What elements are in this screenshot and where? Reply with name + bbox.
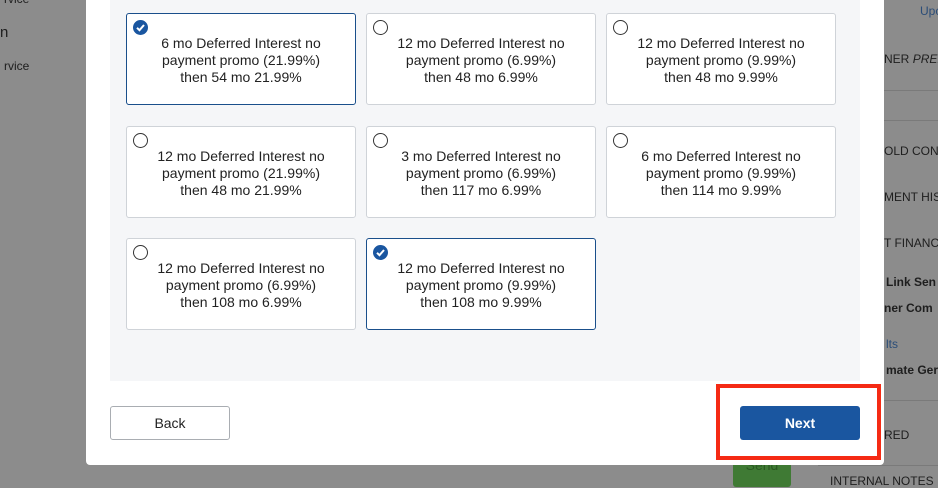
option-line: then 54 mo 21.99%: [180, 69, 302, 85]
bg-text: rvice: [4, 0, 29, 6]
bg-text: NER PRED: [884, 52, 938, 66]
option-line: payment promo (6.99%): [165, 277, 317, 293]
option-card[interactable]: 12 mo Deferred Interest no payment promo …: [366, 13, 596, 105]
option-text: 12 mo Deferred Interest no payment promo …: [127, 148, 355, 199]
option-line: payment promo (21.99%): [162, 52, 320, 68]
option-card[interactable]: 12 mo Deferred Interest no payment promo …: [366, 238, 596, 330]
option-line: then 48 mo 6.99%: [424, 69, 538, 85]
next-button[interactable]: Next: [740, 406, 860, 440]
option-line: payment promo (21.99%): [162, 164, 320, 181]
option-line: payment promo (9.99%): [645, 164, 797, 181]
bg-text: T FINANCI: [884, 236, 938, 250]
bg-text: NER: [884, 52, 910, 66]
option-text: 3 mo Deferred Interest no payment promo (…: [367, 148, 595, 199]
option-text: 6 mo Deferred Interest no payment promo (…: [607, 148, 835, 199]
radio[interactable]: [373, 20, 388, 35]
option-line: payment promo (9.99%): [405, 277, 557, 293]
check-icon: [376, 249, 385, 257]
radio[interactable]: [133, 132, 148, 148]
option-line: 12 mo Deferred Interest no: [637, 35, 805, 51]
bg-text: PRED: [912, 52, 938, 66]
back-button[interactable]: Back: [110, 406, 230, 440]
option-line: 12 mo Deferred Interest no: [397, 35, 565, 51]
option-line: 12 mo Deferred Interest no: [157, 260, 325, 276]
bg-text: Link Sen: [886, 275, 937, 289]
option-line: then 117 mo 6.99%: [420, 181, 542, 198]
bg-text: lts: [886, 337, 898, 351]
option-text: 6 mo Deferred Interest no payment promo (…: [127, 35, 355, 86]
option-card[interactable]: 6 mo Deferred Interest no payment promo (…: [606, 125, 836, 218]
bg-text: ner Com: [884, 301, 933, 315]
radio[interactable]: [373, 245, 388, 260]
option-card[interactable]: 3 mo Deferred Interest no payment promo (…: [366, 125, 596, 218]
bg-text: OLD CONT: [884, 144, 938, 158]
radio[interactable]: [133, 20, 148, 35]
option-line: 3 mo Deferred Interest no: [401, 147, 561, 164]
option-line: 12 mo Deferred Interest no: [157, 147, 325, 164]
bg-text: n: [0, 24, 9, 41]
option-line: then 48 mo 9.99%: [664, 69, 778, 85]
bg-text: Upc: [920, 4, 938, 18]
bg-text: INTERNAL NOTES: [830, 474, 934, 488]
radio[interactable]: [373, 132, 388, 148]
check-mark: [136, 24, 145, 32]
option-text: 12 mo Deferred Interest no payment promo …: [367, 260, 595, 311]
highlight-box: [716, 384, 881, 460]
option-card[interactable]: 6 mo Deferred Interest no payment promo (…: [126, 13, 356, 105]
option-line: payment promo (6.99%): [405, 52, 557, 68]
option-card[interactable]: 12 mo Deferred Interest no payment promo …: [606, 13, 836, 105]
option-line: payment promo (9.99%): [645, 52, 797, 68]
option-line: then 108 mo 6.99%: [180, 294, 302, 310]
bg-text: RED: [884, 428, 910, 442]
option-line: 6 mo Deferred Interest no: [641, 147, 801, 164]
option-line: 6 mo Deferred Interest no: [161, 35, 321, 51]
option-card[interactable]: 12 mo Deferred Interest no payment promo …: [126, 125, 356, 218]
radio[interactable]: [613, 132, 628, 148]
option-line: 12 mo Deferred Interest no: [397, 260, 565, 276]
check-mark: [376, 249, 385, 257]
divider: [818, 465, 938, 466]
option-card[interactable]: 12 mo Deferred Interest no payment promo …: [126, 238, 356, 330]
options-panel: 6 mo Deferred Interest no payment promo (…: [110, 0, 860, 381]
option-text: 12 mo Deferred Interest no payment promo …: [367, 35, 595, 86]
bg-text: rvice: [4, 59, 30, 73]
option-text: 12 mo Deferred Interest no payment promo …: [127, 260, 355, 311]
option-line: then 48 mo 21.99%: [180, 181, 302, 198]
option-text: 12 mo Deferred Interest no payment promo …: [607, 35, 835, 86]
option-line: then 108 mo 9.99%: [420, 294, 542, 310]
check-icon: [136, 24, 145, 32]
radio[interactable]: [613, 20, 628, 35]
bg-text: mate Ger: [886, 363, 938, 377]
option-line: payment promo (6.99%): [405, 164, 557, 181]
option-line: then 114 mo 9.99%: [660, 181, 782, 198]
radio[interactable]: [133, 245, 148, 260]
